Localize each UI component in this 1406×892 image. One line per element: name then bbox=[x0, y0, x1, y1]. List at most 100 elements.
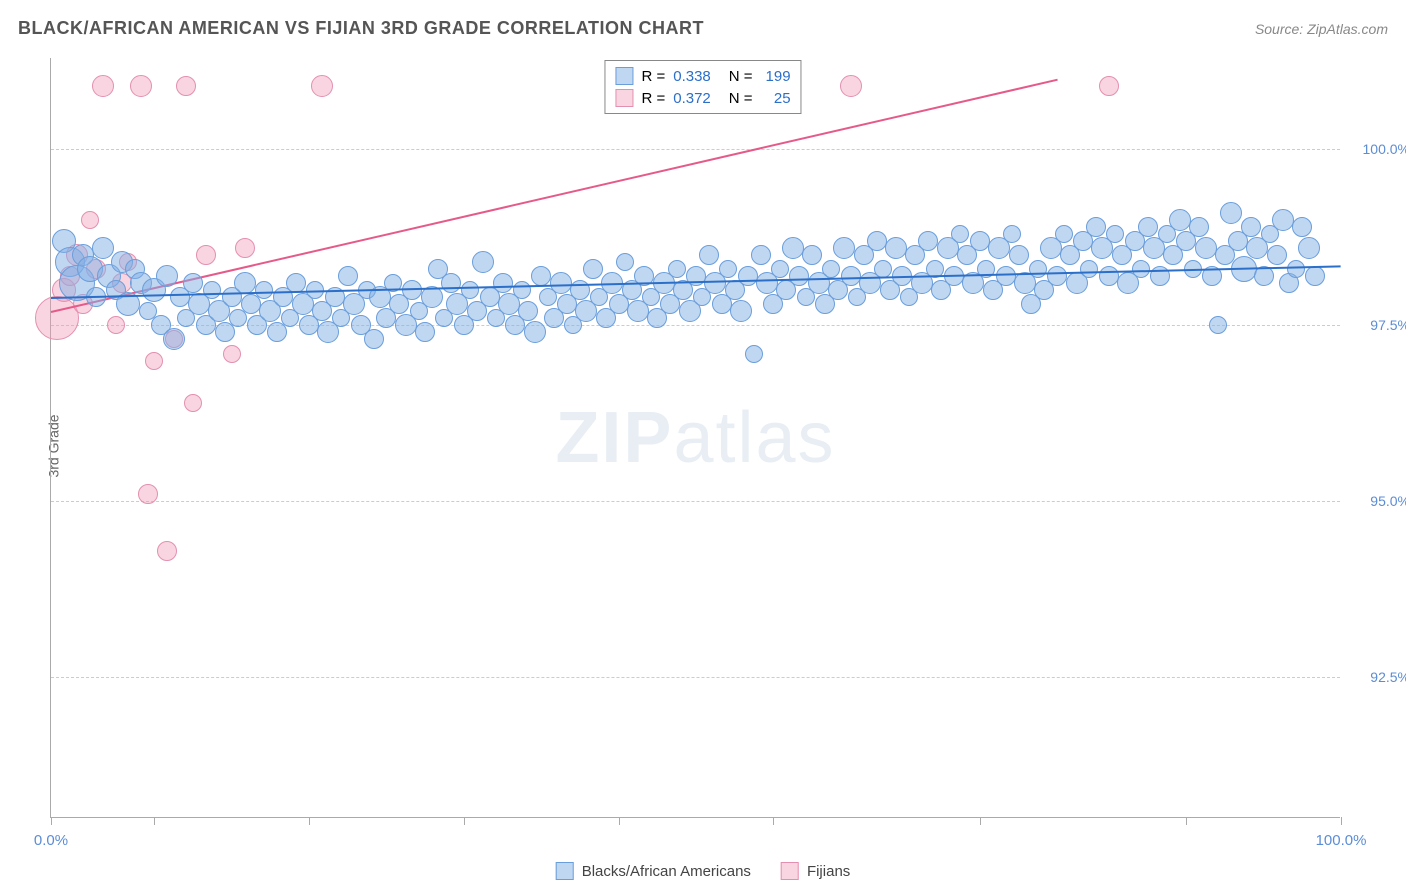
data-point bbox=[107, 316, 125, 334]
data-point bbox=[840, 75, 862, 97]
data-point bbox=[145, 352, 163, 370]
data-point bbox=[745, 345, 763, 363]
x-tick bbox=[464, 817, 465, 825]
n-value-1: 199 bbox=[761, 68, 791, 85]
r-value-2: 0.372 bbox=[673, 90, 711, 107]
data-point bbox=[81, 211, 99, 229]
data-point bbox=[92, 75, 114, 97]
data-point bbox=[138, 484, 158, 504]
swatch-series1-bottom bbox=[556, 862, 574, 880]
data-point bbox=[441, 273, 461, 293]
x-label-right: 100.0% bbox=[1316, 832, 1367, 849]
data-point bbox=[802, 245, 822, 265]
chart-header: BLACK/AFRICAN AMERICAN VS FIJIAN 3RD GRA… bbox=[18, 18, 1388, 39]
data-point bbox=[1272, 209, 1294, 231]
chart-title: BLACK/AFRICAN AMERICAN VS FIJIAN 3RD GRA… bbox=[18, 18, 704, 39]
data-point bbox=[719, 260, 737, 278]
data-point bbox=[157, 541, 177, 561]
r-label: R = bbox=[641, 68, 665, 85]
data-point bbox=[196, 245, 216, 265]
x-tick bbox=[980, 817, 981, 825]
data-point bbox=[789, 266, 809, 286]
x-label-left: 0.0% bbox=[34, 832, 68, 849]
data-point bbox=[364, 329, 384, 349]
x-tick bbox=[51, 817, 52, 825]
x-tick bbox=[773, 817, 774, 825]
data-point bbox=[738, 266, 758, 286]
series-label-1: Blacks/African Americans bbox=[582, 863, 751, 880]
data-point bbox=[833, 237, 855, 259]
data-point bbox=[1298, 237, 1320, 259]
data-point bbox=[1099, 76, 1119, 96]
data-point bbox=[1292, 217, 1312, 237]
scatter-chart: ZIPatlas 92.5%95.0%97.5%100.0%0.0%100.0% bbox=[50, 58, 1340, 818]
data-point bbox=[156, 265, 178, 287]
data-point bbox=[1195, 237, 1217, 259]
data-point bbox=[867, 231, 887, 251]
data-point bbox=[1267, 245, 1287, 265]
y-tick-label: 92.5% bbox=[1350, 669, 1406, 685]
data-point bbox=[1003, 225, 1021, 243]
data-point bbox=[1241, 217, 1261, 237]
gridline bbox=[51, 149, 1340, 150]
swatch-series2 bbox=[615, 89, 633, 107]
data-point bbox=[822, 260, 840, 278]
data-point bbox=[782, 237, 804, 259]
data-point bbox=[518, 301, 538, 321]
data-point bbox=[841, 266, 861, 286]
data-point bbox=[996, 266, 1016, 286]
data-point bbox=[92, 237, 114, 259]
n-label: N = bbox=[729, 68, 753, 85]
data-point bbox=[338, 266, 358, 286]
legend-item-series1: Blacks/African Americans bbox=[556, 862, 751, 880]
series-legend: Blacks/African Americans Fijians bbox=[556, 862, 851, 880]
data-point bbox=[1009, 245, 1029, 265]
data-point bbox=[513, 281, 531, 299]
legend-row-series1: R = 0.338 N = 199 bbox=[615, 65, 790, 87]
gridline bbox=[51, 677, 1340, 678]
swatch-series1 bbox=[615, 67, 633, 85]
data-point bbox=[1099, 266, 1119, 286]
data-point bbox=[885, 237, 907, 259]
data-point bbox=[751, 245, 771, 265]
data-point bbox=[163, 328, 185, 350]
data-point bbox=[461, 281, 479, 299]
data-point bbox=[1055, 225, 1073, 243]
data-point bbox=[472, 251, 494, 273]
data-point bbox=[1047, 266, 1067, 286]
x-tick bbox=[154, 817, 155, 825]
correlation-legend: R = 0.338 N = 199 R = 0.372 N = 25 bbox=[604, 60, 801, 114]
y-tick-label: 100.0% bbox=[1350, 141, 1406, 157]
data-point bbox=[524, 321, 546, 343]
data-point bbox=[235, 238, 255, 258]
y-tick-label: 95.0% bbox=[1350, 493, 1406, 509]
data-point bbox=[699, 245, 719, 265]
series-label-2: Fijians bbox=[807, 863, 850, 880]
n-label: N = bbox=[729, 90, 753, 107]
data-point bbox=[1086, 217, 1106, 237]
data-point bbox=[1080, 260, 1098, 278]
x-tick bbox=[1186, 817, 1187, 825]
data-point bbox=[415, 322, 435, 342]
gridline bbox=[51, 325, 1340, 326]
data-point bbox=[223, 345, 241, 363]
data-point bbox=[255, 281, 273, 299]
chart-source: Source: ZipAtlas.com bbox=[1255, 21, 1388, 37]
x-tick bbox=[619, 817, 620, 825]
n-value-2: 25 bbox=[761, 90, 791, 107]
data-point bbox=[1106, 225, 1124, 243]
data-point bbox=[184, 394, 202, 412]
r-label: R = bbox=[641, 90, 665, 107]
data-point bbox=[668, 260, 686, 278]
data-point bbox=[730, 300, 752, 322]
x-tick bbox=[309, 817, 310, 825]
data-point bbox=[550, 272, 572, 294]
x-tick bbox=[1341, 817, 1342, 825]
data-point bbox=[311, 75, 333, 97]
data-point bbox=[234, 272, 256, 294]
y-tick-label: 97.5% bbox=[1350, 317, 1406, 333]
gridline bbox=[51, 501, 1340, 502]
r-value-1: 0.338 bbox=[673, 68, 711, 85]
legend-row-series2: R = 0.372 N = 25 bbox=[615, 87, 790, 109]
data-point bbox=[1287, 260, 1305, 278]
